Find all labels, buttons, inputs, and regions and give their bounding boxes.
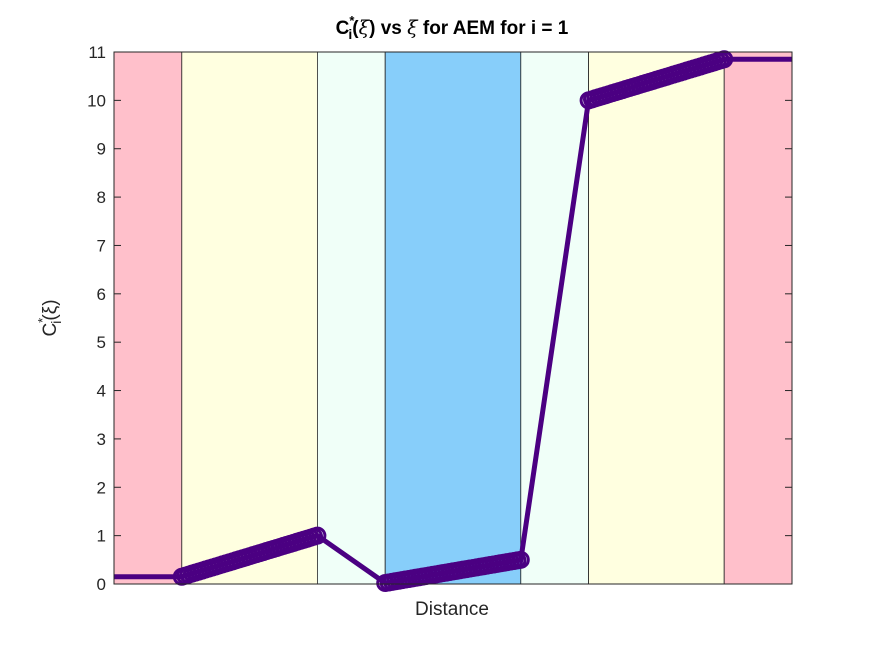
ylabel-superscript: * [35,318,50,323]
ylabel-rest: (ξ) [40,299,61,320]
series-line [114,56,792,586]
ylabel-base: C [40,323,61,337]
title-part-2: ) vs [369,18,407,39]
y-ticks: 0 1 2 3 4 5 6 7 8 9 10 11 [87,43,792,594]
ylabel-subscript: i [48,321,64,324]
region-band-6 [588,51,725,585]
title-subscript: i [348,26,352,42]
y-tick-label: 9 [97,140,106,159]
region-bands [113,51,793,585]
y-tick-label: 7 [97,236,106,255]
y-tick-label: 0 [97,575,106,594]
region-band-2 [181,51,318,585]
y-tick-label: 1 [97,527,106,546]
y-tick-label: 5 [97,333,106,352]
y-tick-label: 10 [87,91,106,110]
title-superscript: * [349,13,355,28]
y-tick-label: 8 [97,188,106,207]
title-symbol-2: ξ [407,17,419,39]
y-tick-label: 4 [97,382,106,401]
x-axis-label: Distance [415,599,489,620]
title-part-1: ( [352,18,359,39]
region-band-4 [384,51,522,585]
y-tick-label: 6 [97,285,106,304]
region-band-1 [113,51,183,585]
y-tick-label: 2 [97,478,106,497]
axes-box [113,51,793,585]
title-part-3: for AEM for i = 1 [418,18,569,39]
y-tick-label: 3 [97,430,106,449]
title-symbol-1: ξ [359,17,371,39]
data-series [114,56,792,586]
y-axis-label: C*i(ξ) [35,299,64,336]
region-band-3 [316,51,386,585]
title-base: C [336,18,350,39]
region-band-7 [723,51,793,585]
chart-title: C* i(ξ) vs ξ for AEM for i = 1 [336,13,569,42]
y-tick-label: 11 [88,43,106,62]
